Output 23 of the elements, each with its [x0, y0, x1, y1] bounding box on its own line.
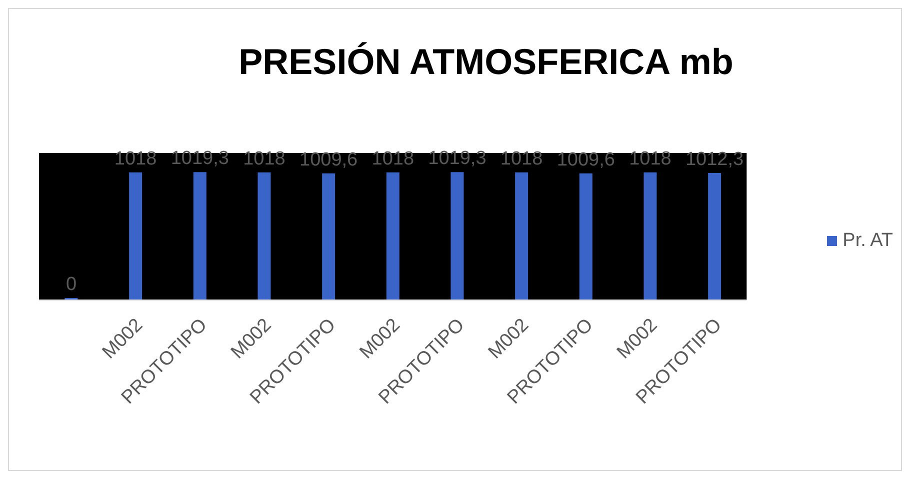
bar: [193, 172, 206, 300]
data-label: 1019,3: [170, 148, 229, 170]
bar: [129, 172, 142, 300]
data-label: 0: [66, 274, 77, 295]
bar: [450, 172, 464, 300]
data-label: 1009,6: [556, 149, 615, 170]
data-label: 1012,3: [685, 149, 744, 170]
data-label: 1018: [629, 148, 672, 170]
bar: [708, 173, 722, 300]
data-label: 1018: [243, 148, 286, 170]
data-label: 1009,6: [300, 149, 358, 170]
data-label: 1019,3: [428, 148, 486, 170]
bar: [258, 172, 271, 300]
data-label: 1018: [372, 148, 414, 170]
bar: [386, 172, 400, 300]
data-label: 1018: [114, 148, 157, 170]
bar: [322, 173, 336, 300]
data-label: 1018: [500, 148, 543, 170]
legend-label: Pr. AT: [842, 230, 893, 252]
bar: [579, 173, 592, 300]
chart-title: PRESIÓN ATMOSFERICA mb: [238, 41, 734, 83]
bar: [515, 172, 528, 300]
bar: [644, 172, 657, 300]
